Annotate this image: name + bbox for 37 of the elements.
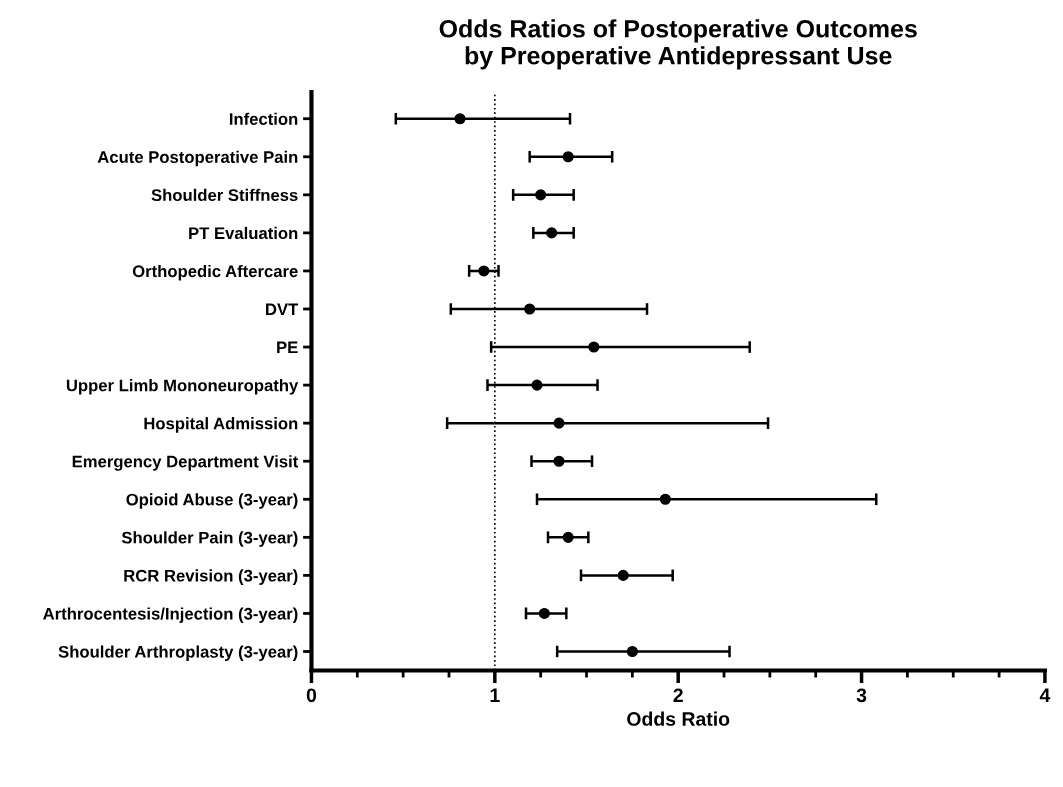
- point: [562, 531, 574, 543]
- y-tick-label: Shoulder Pain (3-year): [121, 531, 298, 547]
- y-tick-label: Upper Limb Mononeuropathy: [66, 379, 299, 395]
- point: [553, 417, 565, 429]
- x-axis-title: Odds Ratio: [627, 711, 730, 726]
- y-tick-label: Hospital Admission: [144, 417, 298, 433]
- x-tick-label: 4: [1039, 688, 1051, 702]
- y-tick-label: Arthrocentesis/Injection (3-year): [43, 607, 298, 623]
- point: [553, 455, 565, 467]
- point: [659, 493, 671, 505]
- x-tick-label: 2: [673, 688, 683, 702]
- y-tick-label: Opioid Abuse (3-year): [126, 493, 298, 509]
- point: [546, 227, 558, 239]
- y-tick-label: Shoulder Stiffness: [151, 188, 298, 202]
- y-tick-label: Shoulder Arthroplasty (3-year): [58, 645, 298, 661]
- x-tick-label: 1: [490, 688, 500, 702]
- chart-title: Odds Ratios of Postoperative Outcomes by Preoperative Antidepressant Use: [439, 19, 917, 70]
- point: [562, 151, 574, 163]
- y-tick-label: Orthopedic Aftercare: [132, 264, 298, 281]
- point: [524, 303, 536, 315]
- y-tick-label: Infection: [229, 112, 298, 125]
- point: [538, 607, 550, 619]
- y-tick-label: PE: [277, 341, 298, 354]
- point: [588, 341, 600, 353]
- x-tick-label: 0: [306, 688, 317, 703]
- point: [454, 113, 466, 125]
- y-tick-label: RCR Revision (3-year): [124, 569, 298, 585]
- y-tick-label: PT Evaluation: [189, 226, 298, 240]
- point: [478, 265, 490, 277]
- point: [617, 569, 629, 581]
- point: [626, 645, 638, 658]
- y-tick-label: Acute Postoperative Pain: [97, 150, 298, 167]
- x-tick-label: 3: [856, 688, 867, 703]
- y-tick-label: Emergency Department Visit: [72, 455, 299, 471]
- y-tick-label: DVT: [266, 303, 299, 316]
- point: [531, 379, 543, 391]
- point: [535, 189, 547, 201]
